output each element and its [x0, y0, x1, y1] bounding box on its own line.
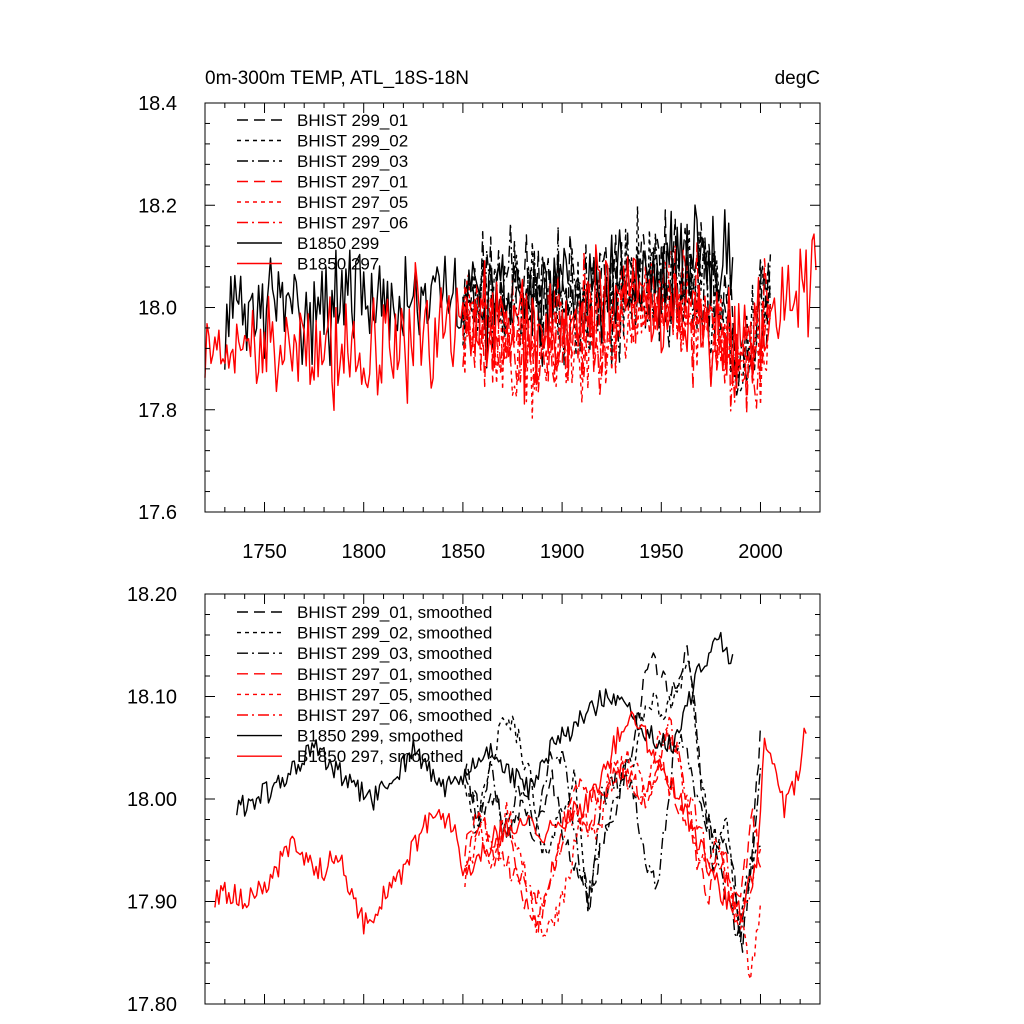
series-line-2 — [464, 733, 762, 943]
x-tick-label: 1800 — [341, 541, 386, 563]
legend-label-4: BHIST 297_05, smoothed — [297, 685, 492, 704]
x-tick-label: 1950 — [639, 541, 684, 563]
y-tick-label: 17.90 — [127, 892, 177, 914]
legend-label-7: B1850 297, smoothed — [297, 747, 463, 766]
legend-label-6: B1850 299 — [297, 234, 379, 253]
y-tick-label: 17.6 — [138, 502, 177, 524]
series-line-0 — [464, 645, 762, 953]
top-panel: 0m-300m TEMP, ATL_18S-18N degC 1750 1800 1… — [138, 68, 821, 563]
series-line-7 — [204, 233, 817, 411]
legend-label-5: BHIST 297_06, smoothed — [297, 706, 492, 725]
bottom-panel: 17.80 17.90 18.00 18.10 18.20 BHIST 299_01, … — [127, 584, 821, 1016]
x-tick-label: 1850 — [441, 541, 486, 563]
series-line-6 — [224, 204, 734, 370]
top-panel-ticks: 1750 1800 1850 1900 1950 2000 17.6 17.8 18.0 18.2… — [138, 93, 821, 563]
y-tick-label: 18.10 — [127, 687, 177, 709]
y-tick-label: 18.0 — [138, 298, 177, 320]
series-line-3 — [464, 755, 762, 933]
legend-label-5: BHIST 297_06 — [297, 214, 408, 233]
x-tick-label: 1750 — [242, 541, 287, 563]
top-panel-series — [204, 204, 817, 419]
bottom-panel-frame — [204, 593, 821, 1005]
series-line-5 — [462, 244, 772, 412]
legend-label-3: BHIST 297_01, smoothed — [297, 665, 492, 684]
series-line-1 — [462, 205, 772, 392]
legend-label-1: BHIST 299_02 — [297, 132, 408, 151]
bottom-panel-ticks: 17.80 17.90 18.00 18.10 18.20 — [127, 584, 821, 1016]
top-panel-units: degC — [775, 68, 820, 89]
y-tick-label: 17.80 — [127, 994, 177, 1016]
legend-label-2: BHIST 299_03, smoothed — [297, 644, 492, 663]
y-tick-label: 18.4 — [138, 93, 177, 115]
legend-label-6: B1850 299, smoothed — [297, 727, 463, 746]
legend-label-7: B1850 297 — [297, 255, 379, 274]
top-panel-frame — [204, 102, 821, 513]
series-line-1 — [464, 660, 761, 934]
legend-label-0: BHIST 299_01, smoothed — [297, 603, 492, 622]
y-tick-label: 18.2 — [138, 195, 177, 217]
y-tick-label: 18.00 — [127, 789, 177, 811]
legend-label-3: BHIST 297_01 — [297, 173, 408, 192]
top-panel-title: 0m-300m TEMP, ATL_18S-18N — [205, 68, 469, 89]
y-tick-label: 17.8 — [138, 400, 177, 422]
legend-label-1: BHIST 299_02, smoothed — [297, 624, 492, 643]
series-line-6 — [236, 631, 734, 817]
y-tick-label: 18.20 — [127, 584, 177, 606]
legend-label-4: BHIST 297_05 — [297, 193, 408, 212]
x-tick-label: 2000 — [738, 541, 783, 563]
legend-label-0: BHIST 299_01 — [297, 111, 408, 130]
bottom-panel-series — [214, 631, 807, 980]
x-tick-label: 1900 — [540, 541, 585, 563]
series-line-7 — [214, 710, 807, 935]
legend-label-2: BHIST 299_03 — [297, 152, 408, 171]
bottom-panel-legend: BHIST 299_01, smoothed BHIST 299_02, smoo… — [237, 603, 492, 766]
